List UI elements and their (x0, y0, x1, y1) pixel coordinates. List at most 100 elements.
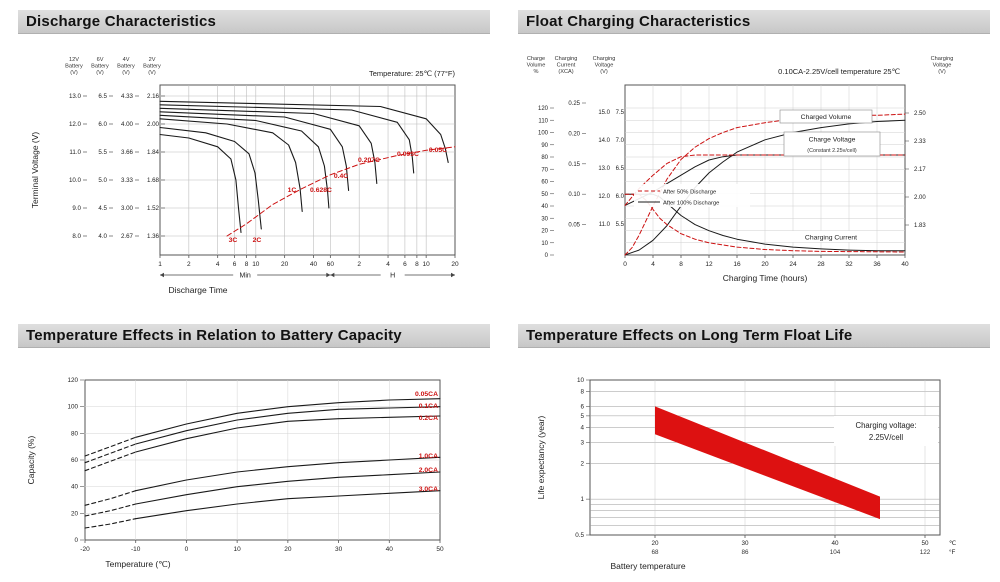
panel-discharge-characteristics: Discharge Characteristics 1 2 4 6 8 10 20 40 60 2… (18, 10, 490, 312)
x-unit-label: H (390, 273, 395, 280)
y-tick-label: 10.0 (69, 177, 82, 184)
capacity-curve-dashed-0.2CA (84, 451, 137, 472)
float-charging-section-header: Float Charging Characteristics (518, 10, 990, 34)
y-tick-label: 40 (71, 484, 79, 491)
plot-area (159, 84, 456, 256)
x-tick-label: 32 (845, 261, 853, 268)
span-arrow (330, 272, 335, 278)
y-tick-label: 6.5 (98, 93, 107, 100)
y-tick-label: 80 (71, 430, 79, 437)
y-axis-name: (V) (70, 70, 78, 76)
charged-volume-box (779, 109, 873, 124)
x-tick-label: 2 (187, 261, 191, 268)
series-label: 0.2CA (419, 415, 438, 422)
volume-tick-label: 80 (541, 155, 548, 161)
volume-tick-label: 10 (541, 241, 548, 247)
charging-voltage-annotation-line1: Charging voltage: (855, 421, 916, 430)
x-tick-label: 8 (245, 261, 249, 268)
axis-name: % (534, 69, 539, 75)
discharge-curve-0.4C (159, 111, 350, 192)
y-tick-label: 2 (580, 460, 584, 467)
x-tick-label: 40 (901, 261, 909, 268)
charging-current-50-curve (624, 193, 906, 253)
life-expectancy-band (655, 406, 880, 520)
series-label: 0.628C (310, 187, 332, 194)
section-title: Temperature Effects on Long Term Float L… (526, 327, 853, 344)
y-tick-label: 4.33 (121, 93, 134, 100)
y-tick-label: 3 (580, 439, 584, 446)
y-axis-name: Battery (143, 64, 161, 70)
x-tick-label: 10 (234, 546, 242, 553)
x-tick-label-celsius: 50 (921, 540, 929, 547)
charge-voltage-label: Charge Voltage (809, 137, 856, 144)
series-label: 1C (288, 187, 297, 194)
capacity-curve-dashed-3.0CA (84, 518, 137, 529)
temperature-capacity-section-header: Temperature Effects in Relation to Batte… (18, 324, 490, 348)
x-axis-title: Battery temperature (610, 561, 685, 571)
capacity-curve-dashed-2.0CA (84, 503, 137, 517)
y-axis-title: Life expectancy (year) (536, 416, 546, 500)
volume-tick-label: 90 (541, 143, 548, 149)
axis-name: Voltage (595, 63, 614, 69)
x-tick-label: 1 (158, 261, 162, 268)
y-tick-label: 8.0 (72, 233, 81, 240)
axis-name: (V) (938, 69, 946, 75)
volume-tick-label: 120 (538, 106, 549, 112)
float-charging-chart: 0 4 8 12 16 20 24 28 32 36 40120110100908070605040… (527, 56, 954, 283)
discharge-curve-1C (159, 118, 303, 213)
discharge-curve-0.207C (159, 107, 378, 185)
discharge-curve-2C (159, 126, 262, 230)
y-tick-label: 4 (580, 424, 584, 431)
temperature-note: Temperature: 25℃ (77°F) (369, 69, 456, 78)
series-label: 0.1CA (419, 403, 438, 410)
x-tick-label: 36 (873, 261, 881, 268)
x-tick-label: 2 (357, 261, 361, 268)
y-tick-label: 120 (67, 377, 78, 384)
x-unit-label: Min (240, 273, 251, 280)
x-tick-label: 30 (335, 546, 343, 553)
y-axis-name: 12V (69, 57, 79, 63)
axis-name: (XCA) (558, 69, 573, 75)
x-tick-label: 10 (252, 261, 260, 268)
discharge-curve-0.628C (159, 114, 330, 209)
x-tick-label: 20 (284, 546, 292, 553)
axis-name: Volume (527, 63, 546, 69)
series-label: 0.4C (334, 173, 348, 180)
y-tick-label: 13.0 (69, 93, 82, 100)
cell-voltage-tick-label: 2.33 (914, 139, 926, 145)
x-tick-label-celsius: 30 (741, 540, 749, 547)
x-axis-title: Charging Time (hours) (723, 273, 808, 283)
capacity-curve-0.1CA (135, 406, 441, 445)
x-tick-label: 28 (817, 261, 825, 268)
volume-tick-label: 100 (538, 131, 549, 137)
x-tick-label: -20 (80, 546, 90, 553)
volume-tick-label: 110 (538, 118, 548, 124)
section-title: Discharge Characteristics (26, 13, 217, 30)
y-tick-label: 1.36 (147, 233, 160, 240)
x-tick-label-fahrenheit: 68 (651, 549, 659, 556)
axis-name: Charging (931, 56, 954, 62)
x-tick-label-celsius: 20 (651, 540, 659, 547)
x-tick-label: 6 (403, 261, 407, 268)
volume-tick-label: 60 (541, 180, 548, 186)
y-tick-label: 1.68 (147, 177, 160, 184)
x-tick-label: 12 (705, 261, 713, 268)
charge-voltage-box (783, 131, 881, 157)
x-tick-label: 6 (233, 261, 237, 268)
y-tick-label: 2.67 (121, 233, 134, 240)
series-label: 0.05CA (415, 391, 438, 398)
y-tick-label: 60 (71, 457, 79, 464)
y-tick-label: 5.5 (98, 149, 107, 156)
y-tick-label: 1.52 (147, 205, 160, 212)
current-tick-label: 0.15 (568, 162, 580, 168)
float-life-section-header: Temperature Effects on Long Term Float L… (518, 324, 990, 348)
voltage6-tick-label: 7.5 (616, 110, 625, 116)
y-tick-label: 10 (577, 377, 585, 384)
panel-float-charging-characteristics: Float Charging Characteristics 0 4 8 12 16 20… (518, 10, 990, 312)
capacity-curve-3.0CA (135, 490, 441, 520)
y-axis-name: Battery (117, 64, 135, 70)
current-tick-label: 0.10 (568, 192, 580, 198)
series-label: 0.207C (358, 157, 380, 164)
volume-tick-label: 20 (541, 229, 548, 235)
